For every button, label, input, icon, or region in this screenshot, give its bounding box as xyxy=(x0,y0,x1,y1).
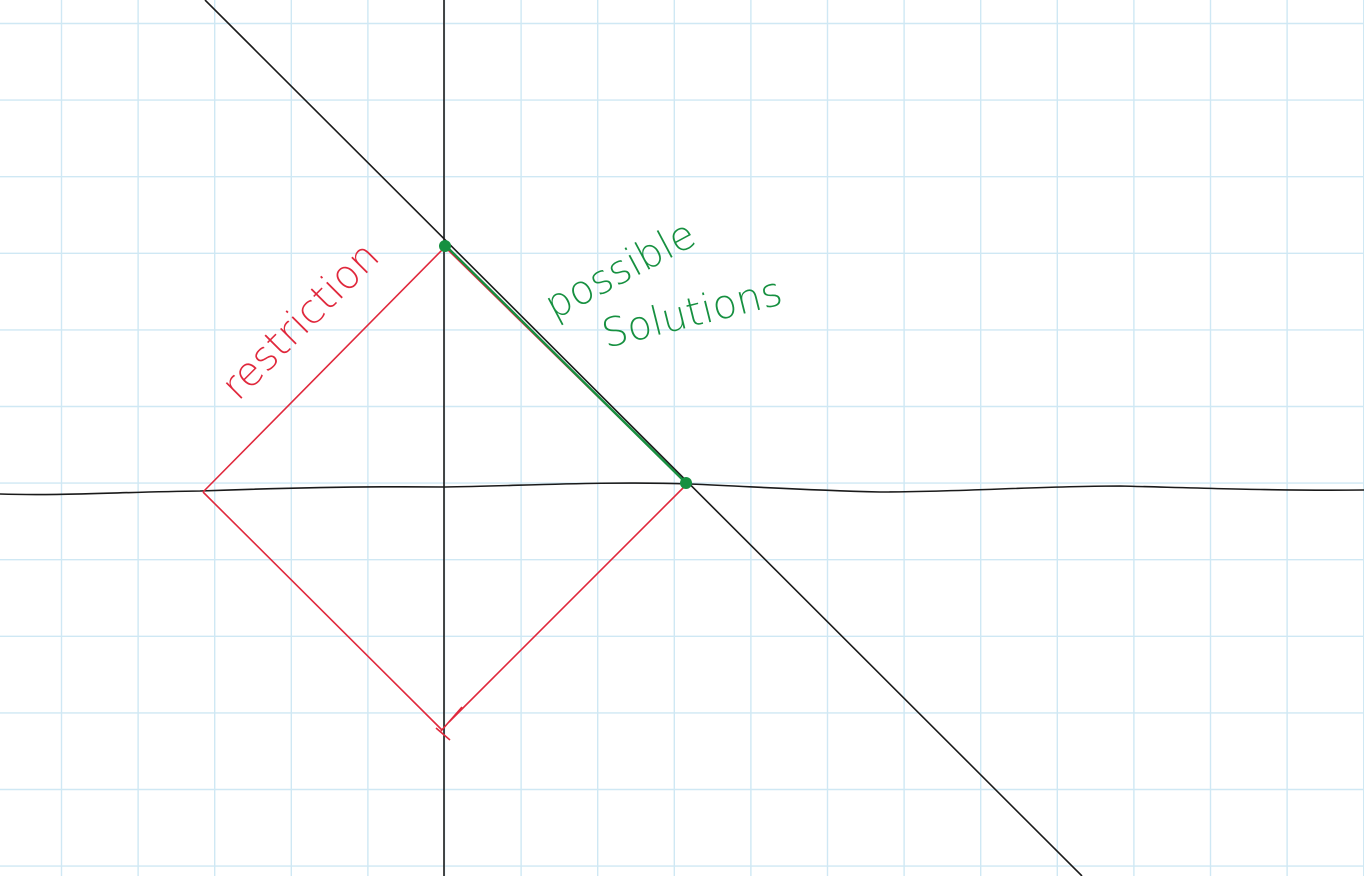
solution-point-top xyxy=(439,240,451,252)
diamond-edge-bottom-left xyxy=(202,491,443,731)
solutions-edge xyxy=(444,244,688,485)
diagonal-constraint-line xyxy=(204,0,1083,876)
diamond-edge-bottom-right xyxy=(448,483,688,723)
possible-solutions-segment xyxy=(439,240,692,489)
diamond-edge-top-left xyxy=(202,246,446,493)
diamond-bottom-tick xyxy=(435,706,463,741)
solution-point-bottom xyxy=(680,477,692,489)
restriction-label: restriction xyxy=(213,233,389,409)
